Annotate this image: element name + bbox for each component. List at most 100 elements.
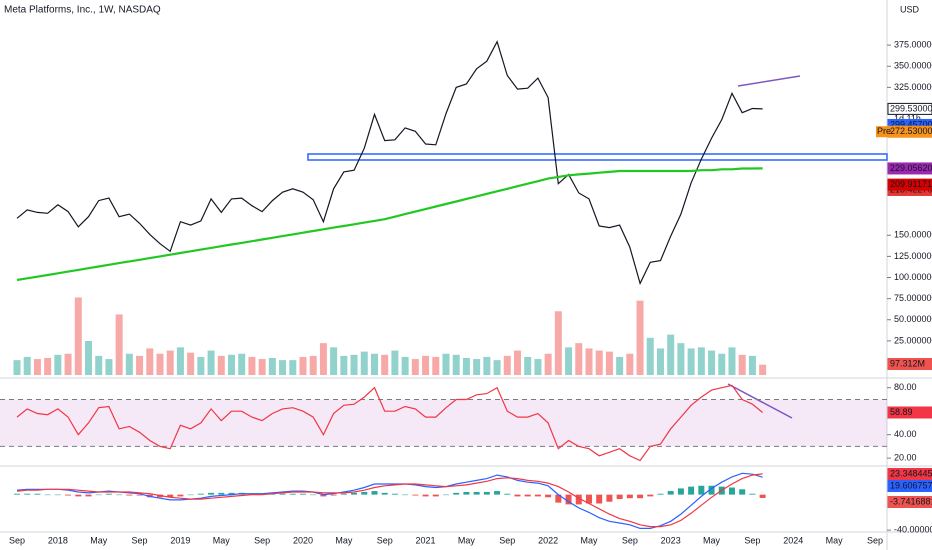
x-tick-label: May xyxy=(335,535,353,545)
histogram-bar xyxy=(54,494,61,496)
histogram-bar xyxy=(728,487,735,495)
histogram-bar xyxy=(361,491,368,495)
y-tick-label: 125.0000000 xyxy=(894,251,932,261)
histogram-bar xyxy=(24,493,31,495)
volume-badge-label: 97.312M xyxy=(890,358,925,368)
volume-bar xyxy=(422,355,430,375)
histogram-bar xyxy=(75,494,82,497)
x-tick-label: 2019 xyxy=(170,535,190,545)
volume-bar xyxy=(473,359,481,375)
x-tick-label: Sep xyxy=(377,535,393,545)
histogram-bar xyxy=(708,485,715,495)
histogram-bar xyxy=(381,492,388,495)
volume-bar xyxy=(452,354,460,375)
rsi-trend-line xyxy=(727,383,793,419)
volume-bar xyxy=(748,355,756,375)
histogram-bar xyxy=(585,494,592,504)
histogram-bar xyxy=(105,493,112,495)
volume-bar xyxy=(626,353,634,375)
series-line xyxy=(16,384,763,462)
volume-bar xyxy=(105,359,113,375)
volume-bar xyxy=(217,355,225,375)
volume-bar xyxy=(524,356,532,375)
histogram-bar xyxy=(34,493,41,495)
histogram-bar xyxy=(483,491,490,495)
rsi-badge xyxy=(887,406,932,419)
histogram-bar xyxy=(391,493,398,495)
x-tick-label: Sep xyxy=(9,535,25,545)
histogram-bar xyxy=(371,491,378,495)
x-tick-label: May xyxy=(703,535,721,545)
y-tick-label: 150.0000000 xyxy=(894,230,932,240)
y-tick-label: 350.0000000 xyxy=(894,61,932,71)
x-tick-label: May xyxy=(580,535,598,545)
histogram-bar xyxy=(197,493,204,495)
histogram-bar xyxy=(340,493,347,495)
volume-bar xyxy=(697,347,705,375)
series-line xyxy=(16,472,763,529)
macd-badge xyxy=(887,496,932,508)
volume-bar xyxy=(544,353,552,375)
volume-bar xyxy=(309,355,317,375)
volume-bar xyxy=(708,350,716,375)
volume-bar xyxy=(656,348,664,375)
volume-bar xyxy=(23,356,31,375)
histogram-bar xyxy=(412,494,419,496)
volume-bar xyxy=(554,311,562,375)
chart-title: Meta Platforms, Inc., 1W, NASDAQ xyxy=(4,5,161,16)
volume-bar xyxy=(207,350,215,375)
x-tick-label: May xyxy=(213,535,231,545)
histogram-bar xyxy=(402,494,409,496)
y-tick-label: 375.0000000 xyxy=(894,40,932,50)
volume-bar xyxy=(13,360,21,375)
histogram-bar xyxy=(759,494,766,498)
rsi-band xyxy=(0,399,887,447)
volume-bar xyxy=(432,356,440,375)
histogram-bar xyxy=(330,494,337,496)
y-tick-label: 75.0000000 xyxy=(894,293,932,303)
volume-bar xyxy=(636,300,644,375)
volume-bar xyxy=(759,364,767,375)
histogram-bar xyxy=(555,494,562,503)
histogram-bar xyxy=(14,493,20,495)
volume-bar xyxy=(248,356,256,375)
volume-bar xyxy=(95,355,103,375)
series-line xyxy=(16,40,763,286)
histogram-bar xyxy=(310,494,317,496)
volume-bar xyxy=(503,355,511,375)
volume-bar xyxy=(595,350,603,375)
histogram-bar xyxy=(606,494,613,502)
price-badge-label: 272.5300000 xyxy=(890,126,932,136)
x-tick-label: Sep xyxy=(744,535,760,545)
volume-bar xyxy=(442,353,450,375)
volume-bar xyxy=(187,352,195,375)
x-tick-label: 2024 xyxy=(783,535,803,545)
volume-bar xyxy=(370,353,378,375)
volume-bar xyxy=(84,341,92,375)
histogram-bar xyxy=(616,494,623,500)
volume-bar xyxy=(718,353,726,375)
volume-bar xyxy=(166,350,174,375)
x-tick-label: Sep xyxy=(867,535,883,545)
volume-bar xyxy=(646,337,654,375)
x-tick-label: 2021 xyxy=(416,535,436,545)
histogram-bar xyxy=(473,491,480,495)
histogram-bar xyxy=(596,494,603,504)
histogram-bar xyxy=(637,494,644,499)
histogram-bar xyxy=(545,494,552,498)
price-badge xyxy=(887,102,932,115)
volume-bar xyxy=(493,360,501,375)
histogram-bar xyxy=(187,494,194,496)
volume-bar xyxy=(360,351,368,375)
volume-bar xyxy=(299,356,307,375)
volume-bar xyxy=(33,359,41,375)
x-tick-label: May xyxy=(826,535,844,545)
price-badge-label: 229.0562000 xyxy=(890,163,932,173)
histogram-bar xyxy=(320,494,327,497)
histogram-bar xyxy=(514,494,521,497)
y-tick-label: 50.0000000 xyxy=(894,314,932,324)
histogram-bar xyxy=(126,494,133,496)
volume-bar xyxy=(146,348,154,375)
volume-bar xyxy=(513,350,521,375)
